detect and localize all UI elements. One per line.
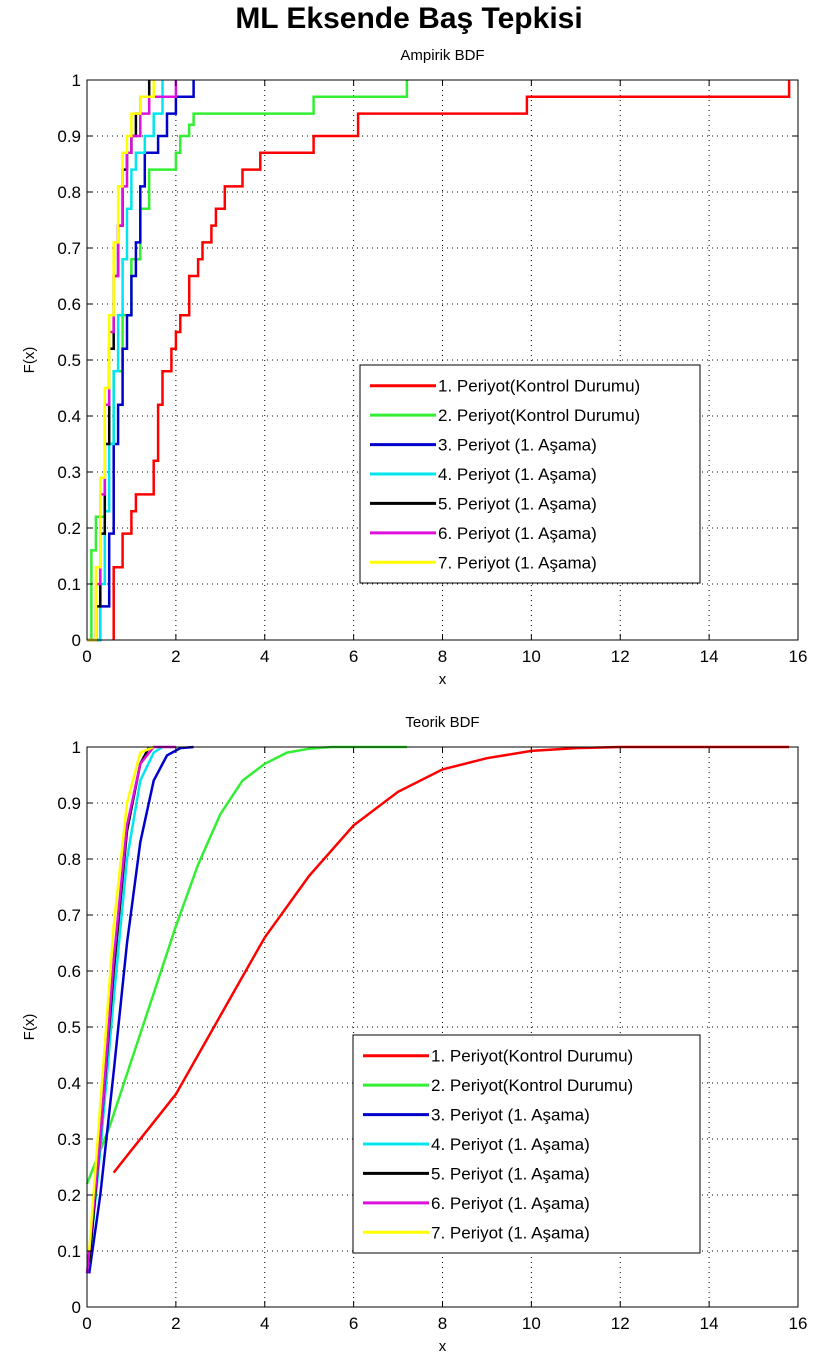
- x-tick-label: 2: [171, 647, 180, 666]
- y-tick-label: 0: [72, 1298, 81, 1317]
- theoretical-cdf-plot: Teorik BDF 0 2 4 6 8 10 12 14 16 0 0.1 0.2 0.3 0.4 0.5 0…: [21, 714, 807, 1355]
- series-line-3: [91, 80, 195, 642]
- y-tick-label: 0.5: [57, 351, 81, 370]
- y-axis-label: F(x): [21, 347, 38, 374]
- y-tick-label: 0.9: [57, 127, 81, 146]
- x-tick-label: 6: [349, 647, 358, 666]
- legend-label-2: 2. Periyot(Kontrol Durumu): [431, 1076, 633, 1095]
- x-axis-label: x: [439, 1338, 447, 1355]
- x-tick-label: 2: [171, 1314, 180, 1333]
- y-tick-label: 0.3: [57, 463, 81, 482]
- x-tick-label: 0: [82, 647, 91, 666]
- y-tick-label: 0: [72, 631, 81, 650]
- x-tick-label: 8: [438, 647, 447, 666]
- empirical-cdf-plot: Ampirik BDF 0 2 4 6 8 10 12 14 16 0 0.1 0.2 0.3 0.4 0.5…: [21, 47, 807, 688]
- figure-title: ML Eksende Baş Tepkisi: [235, 2, 583, 35]
- y-tick-label: 0.7: [57, 906, 81, 925]
- series-line-1: [112, 745, 790, 1174]
- legend-label-4: 4. Periyot (1. Aşama): [438, 465, 597, 484]
- y-tick-label: 1: [72, 738, 81, 757]
- series-line-7: [87, 745, 155, 1252]
- legend-label-2: 2. Periyot(Kontrol Durumu): [438, 406, 640, 425]
- legend-label-4: 4. Periyot (1. Aşama): [431, 1135, 590, 1154]
- legend-label-6: 6. Periyot (1. Aşama): [438, 524, 597, 543]
- series-line-1: [112, 80, 791, 640]
- x-tick-label: 12: [611, 1314, 630, 1333]
- series-line-7: [87, 80, 155, 642]
- legend: 1. Periyot(Kontrol Durumu) 2. Periyot(Kon…: [352, 1034, 701, 1254]
- y-tick-label: 0.8: [57, 850, 81, 869]
- x-tick-label: 16: [789, 647, 808, 666]
- legend-label-7: 7. Periyot (1. Aşama): [438, 553, 597, 572]
- legend-label-1: 1. Periyot(Kontrol Durumu): [438, 377, 640, 396]
- legend-label-3: 3. Periyot (1. Aşama): [438, 436, 597, 455]
- x-tick-label: 14: [700, 647, 719, 666]
- x-tick-label: 10: [522, 647, 541, 666]
- legend: 1. Periyot(Kontrol Durumu) 2. Periyot(Kon…: [359, 364, 701, 584]
- y-tick-label: 0.3: [57, 1130, 81, 1149]
- x-axis-label: x: [439, 671, 447, 688]
- y-tick-label: 0.6: [57, 962, 81, 981]
- legend-label-6: 6. Periyot (1. Aşama): [431, 1194, 590, 1213]
- legend-label-5: 5. Periyot (1. Aşama): [431, 1164, 590, 1183]
- legend-label-5: 5. Periyot (1. Aşama): [438, 494, 597, 513]
- legend-label-1: 1. Periyot(Kontrol Durumu): [431, 1047, 633, 1066]
- subplot-title: Teorik BDF: [405, 714, 479, 731]
- x-tick-label: 12: [611, 647, 630, 666]
- subplot-title: Ampirik BDF: [400, 47, 484, 64]
- legend-label-7: 7. Periyot (1. Aşama): [431, 1223, 590, 1242]
- y-tick-label: 1: [72, 71, 81, 90]
- x-tick-label: 4: [260, 647, 269, 666]
- y-tick-label: 0.4: [57, 1074, 81, 1093]
- x-tick-label: 16: [789, 1314, 808, 1333]
- x-tick-label: 14: [700, 1314, 719, 1333]
- y-tick-label: 0.2: [57, 519, 81, 538]
- x-tick-label: 8: [438, 1314, 447, 1333]
- x-tick-label: 6: [349, 1314, 358, 1333]
- y-tick-label: 0.1: [57, 575, 81, 594]
- y-axis-label: F(x): [21, 1014, 38, 1041]
- y-tick-label: 0.4: [57, 407, 81, 426]
- y-tick-label: 0.6: [57, 295, 81, 314]
- y-tick-label: 0.1: [57, 1242, 81, 1261]
- x-tick-label: 4: [260, 1314, 269, 1333]
- x-tick-label: 0: [82, 1314, 91, 1333]
- y-tick-label: 0.8: [57, 183, 81, 202]
- y-tick-label: 0.5: [57, 1018, 81, 1037]
- legend-label-3: 3. Periyot (1. Aşama): [431, 1106, 590, 1125]
- y-tick-label: 0.7: [57, 239, 81, 258]
- x-tick-label: 10: [522, 1314, 541, 1333]
- y-tick-label: 0.2: [57, 1186, 81, 1205]
- y-tick-label: 0.9: [57, 794, 81, 813]
